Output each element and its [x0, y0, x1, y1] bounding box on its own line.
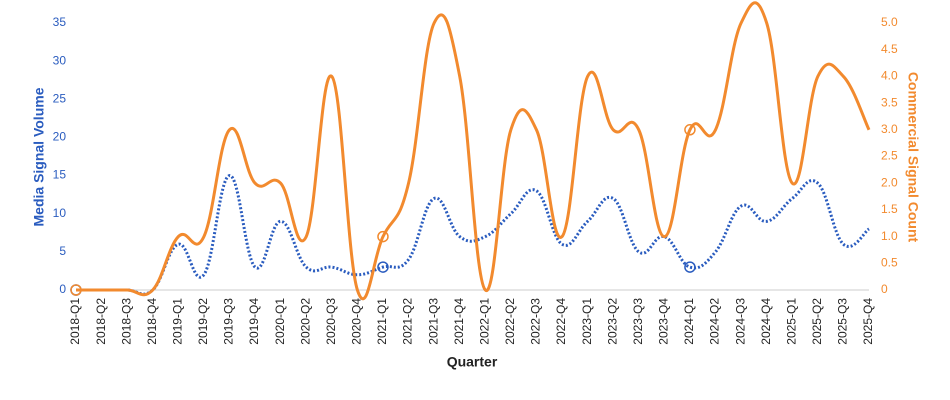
x-tick-label: 2021-Q4 [452, 298, 466, 345]
y2-tick-label: 3.5 [881, 95, 898, 109]
x-tick-label: 2024-Q2 [708, 298, 722, 345]
x-tick-label: 2025-Q3 [836, 298, 850, 345]
x-tick-label: 2023-Q2 [605, 298, 619, 345]
x-tick-label: 2021-Q3 [426, 298, 440, 345]
y-tick-label: 20 [53, 130, 67, 144]
series-line [76, 1, 871, 301]
x-tick-label: 2023-Q3 [631, 298, 645, 345]
point-marker [684, 261, 696, 273]
x-tick-label: 2022-Q3 [529, 298, 543, 345]
x-tick-label: 2019-Q2 [196, 298, 210, 345]
x-tick-label: 2018-Q2 [94, 298, 108, 345]
y-tick-label: 0 [59, 282, 66, 296]
x-tick-label: 2022-Q1 [477, 298, 491, 345]
x-tick-label: 2018-Q4 [145, 298, 159, 345]
y-axis-title: Media Signal Volume [31, 87, 47, 226]
y2-tick-label: 1.0 [881, 229, 898, 243]
x-tick-label: 2024-Q3 [733, 298, 747, 345]
point-marker [684, 124, 696, 136]
point-marker [70, 284, 82, 296]
y2-axis-title: Commercial Signal Count [905, 72, 921, 243]
y2-tick-label: 0.5 [881, 255, 898, 269]
point-marker [377, 261, 389, 273]
y2-tick-label: 3.0 [881, 122, 898, 136]
y2-tick-label: 4.0 [881, 69, 898, 83]
point-marker [377, 230, 389, 243]
y2-tick-label: 0 [881, 282, 888, 296]
x-tick-label: 2025-Q4 [861, 298, 875, 345]
x-tick-label: 2020-Q3 [324, 298, 338, 345]
x-tick-label: 2024-Q1 [682, 298, 696, 345]
x-axis-title: Quarter [447, 354, 498, 370]
x-tick-label: 2020-Q1 [273, 298, 287, 345]
x-tick-label: 2023-Q1 [580, 298, 594, 345]
x-tick-label: 2023-Q4 [657, 298, 671, 345]
x-tick-label: 2025-Q2 [810, 298, 824, 345]
y-tick-label: 5 [59, 244, 66, 258]
y2-tick-label: 1.5 [881, 202, 898, 216]
x-tick-label: 2019-Q1 [170, 298, 184, 345]
y2-tick-label: 4.5 [881, 42, 898, 56]
y2-tick-label: 2.5 [881, 149, 898, 163]
x-tick-label: 2025-Q1 [784, 298, 798, 345]
x-tick-label: 2021-Q1 [375, 298, 389, 345]
y-tick-label: 30 [53, 53, 67, 67]
x-tick-label: 2020-Q2 [298, 298, 312, 345]
series-line [76, 174, 870, 296]
x-tick-label: 2022-Q4 [554, 298, 568, 345]
y-tick-label: 15 [53, 168, 67, 182]
y-tick-label: 35 [53, 15, 67, 29]
x-tick-label: 2020-Q4 [350, 298, 364, 345]
y-tick-label: 25 [53, 91, 67, 105]
y2-tick-label: 2.0 [881, 175, 898, 189]
y-tick-label: 10 [53, 206, 67, 220]
x-tick-label: 2018-Q3 [119, 298, 133, 345]
y2-tick-label: 5.0 [881, 15, 898, 29]
x-tick-label: 2019-Q4 [247, 298, 261, 345]
x-tick-label: 2019-Q3 [222, 298, 236, 345]
x-tick-label: 2024-Q4 [759, 298, 773, 345]
x-tick-label: 2018-Q1 [68, 298, 82, 345]
x-tick-label: 2021-Q2 [401, 298, 415, 345]
x-tick-label: 2022-Q2 [503, 298, 517, 345]
